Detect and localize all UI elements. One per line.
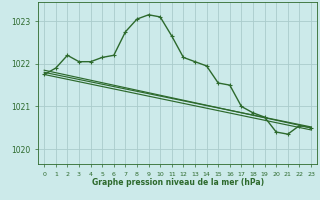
X-axis label: Graphe pression niveau de la mer (hPa): Graphe pression niveau de la mer (hPa)	[92, 178, 264, 187]
